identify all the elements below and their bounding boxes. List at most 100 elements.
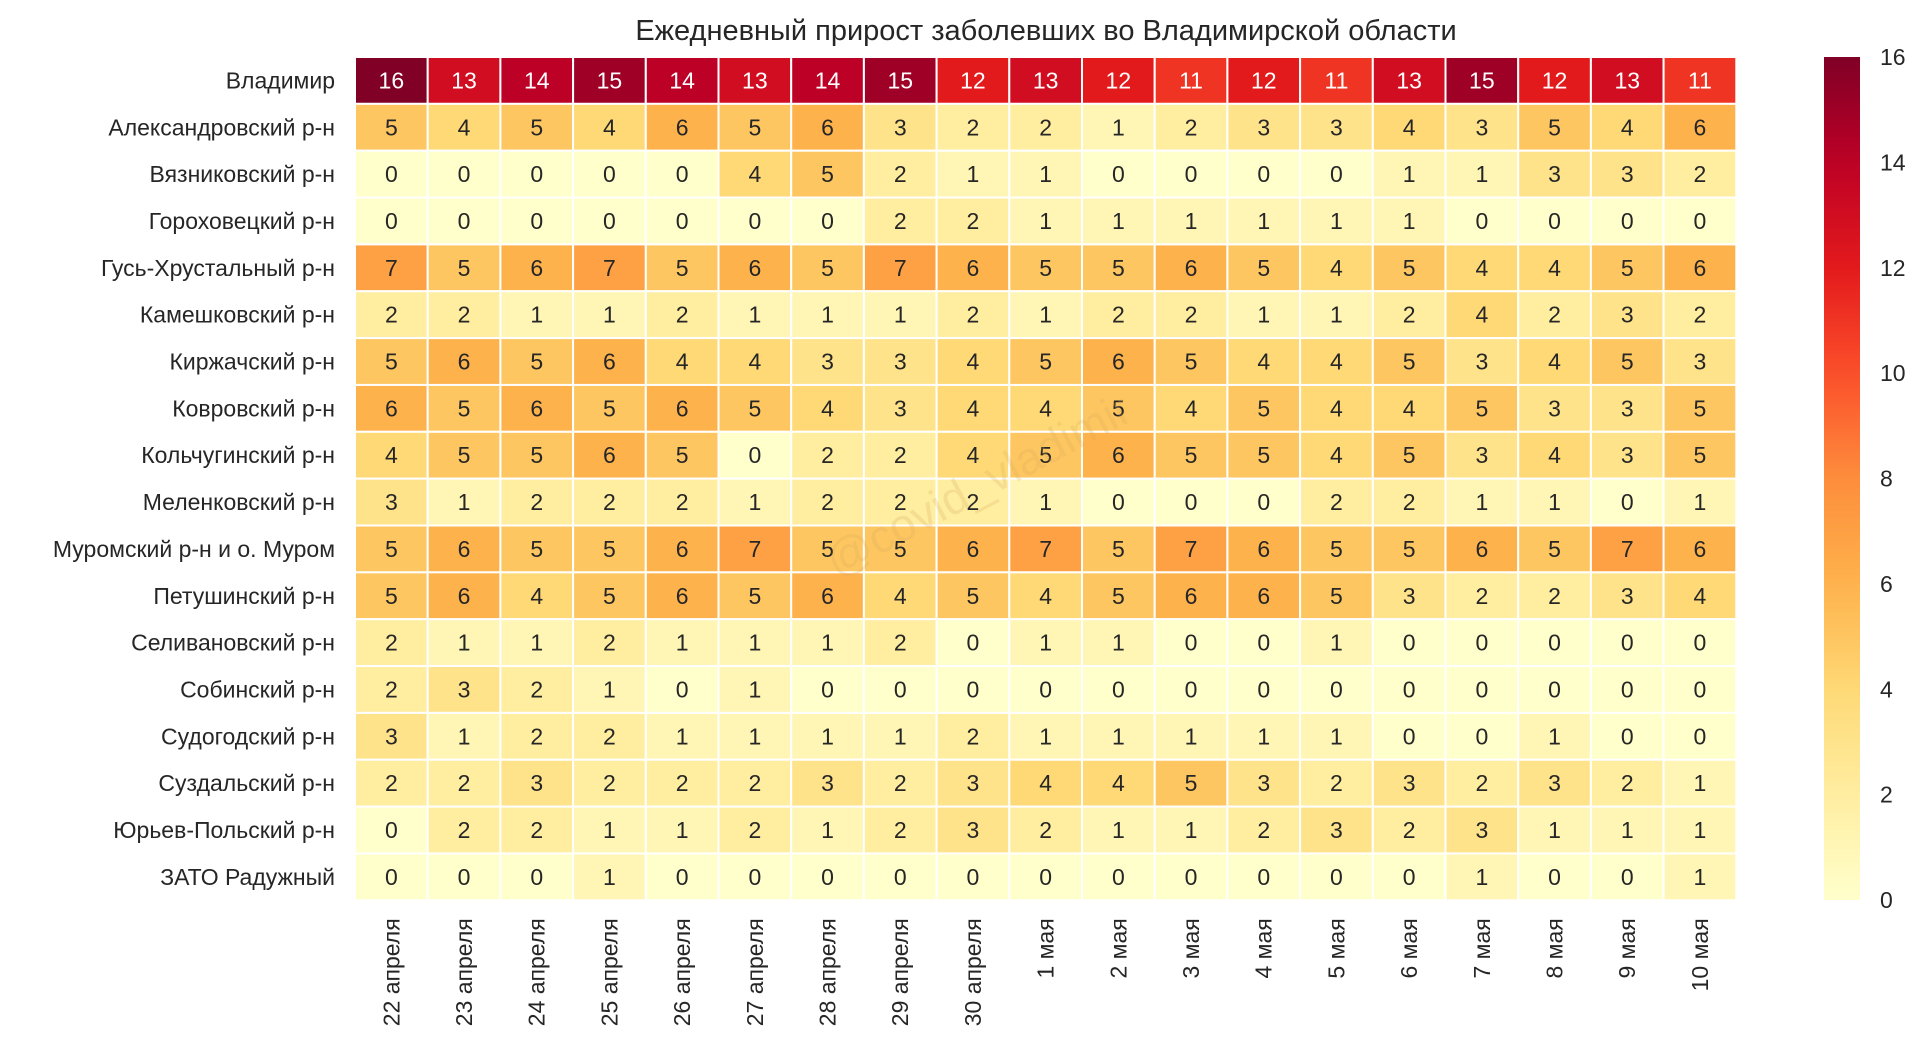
cell-value-label: 1 bbox=[821, 630, 834, 656]
cell-value-label: 1 bbox=[458, 723, 471, 749]
heatmap-cell bbox=[354, 524, 429, 574]
heatmap-cell bbox=[1662, 243, 1738, 293]
cell-value-label: 3 bbox=[1621, 161, 1634, 187]
heatmap-cell bbox=[1226, 290, 1302, 340]
cell-value-label: 6 bbox=[676, 114, 689, 140]
cell-value-label: 4 bbox=[676, 349, 689, 375]
heatmap-cell bbox=[1153, 196, 1229, 246]
heatmap-cell bbox=[1153, 149, 1229, 199]
cell-value-label: 0 bbox=[967, 864, 980, 890]
cell-value-label: 6 bbox=[676, 583, 689, 609]
heatmap-cell bbox=[1371, 290, 1447, 340]
cell-value-label: 5 bbox=[1257, 255, 1270, 281]
cell-value-label: 1 bbox=[1185, 723, 1198, 749]
cell-value-label: 2 bbox=[530, 817, 543, 843]
heatmap-cell bbox=[426, 805, 502, 855]
cell-value-label: 3 bbox=[894, 349, 907, 375]
cell-value-label: 0 bbox=[748, 864, 761, 890]
cell-value-label: 2 bbox=[894, 489, 907, 515]
column-label: 22 апреля bbox=[378, 918, 404, 1026]
cell-value-label: 5 bbox=[1257, 442, 1270, 468]
cell-value-label: 7 bbox=[748, 536, 761, 562]
cell-value-label: 2 bbox=[894, 442, 907, 468]
cell-value-label: 6 bbox=[458, 536, 471, 562]
cell-value-label: 4 bbox=[894, 583, 907, 609]
cell-value-label: 2 bbox=[748, 770, 761, 796]
cell-value-label: 2 bbox=[676, 489, 689, 515]
heatmap-cell bbox=[1371, 852, 1447, 902]
heatmap-cell bbox=[1517, 430, 1592, 480]
heatmap-cell bbox=[1662, 758, 1738, 808]
cell-value-label: 6 bbox=[1694, 114, 1707, 140]
cell-value-label: 0 bbox=[1403, 864, 1416, 890]
heatmap-cell bbox=[1444, 805, 1520, 855]
cell-value-label: 2 bbox=[458, 302, 471, 328]
cell-value-label: 2 bbox=[894, 161, 907, 187]
column-label: 10 мая bbox=[1687, 918, 1713, 991]
cell-value-label: 1 bbox=[1257, 723, 1270, 749]
cell-value-label: 1 bbox=[1112, 114, 1125, 140]
cell-value-label: 0 bbox=[603, 161, 616, 187]
cell-value-label: 2 bbox=[894, 630, 907, 656]
cell-value-label: 0 bbox=[603, 208, 616, 234]
cell-value-label: 2 bbox=[1039, 817, 1052, 843]
heatmap-cell bbox=[1226, 243, 1302, 293]
column-labels: 22 апреля 23 апреля 24 апреля 25 апреля 26 а… bbox=[378, 918, 1713, 1026]
heatmap-cell bbox=[790, 852, 865, 902]
cell-value-label: 0 bbox=[385, 817, 398, 843]
cell-value-label: 6 bbox=[530, 395, 543, 421]
column-label: 4 мая bbox=[1251, 918, 1277, 978]
cell-value-label: 4 bbox=[1475, 255, 1488, 281]
cell-value-label: 5 bbox=[821, 161, 834, 187]
cell-value-label: 2 bbox=[603, 489, 616, 515]
cell-value-label: 4 bbox=[1185, 395, 1198, 421]
cell-value-label: 1 bbox=[1475, 161, 1488, 187]
cell-value-label: 1 bbox=[1403, 208, 1416, 234]
heatmap-cell bbox=[499, 243, 575, 293]
cell-value-label: 0 bbox=[1185, 489, 1198, 515]
cell-value-label: 11 bbox=[1325, 67, 1349, 93]
cell-value-label: 5 bbox=[1112, 583, 1125, 609]
heatmap-cell bbox=[644, 852, 720, 902]
heatmap-cell bbox=[1444, 711, 1520, 761]
heatmap-cell bbox=[717, 571, 793, 621]
cell-value-label: 0 bbox=[676, 864, 689, 890]
cell-value-label: 1 bbox=[1185, 817, 1198, 843]
heatmap-cell bbox=[426, 430, 502, 480]
heatmap-cell bbox=[1226, 665, 1302, 714]
cell-value-label: 4 bbox=[821, 395, 834, 421]
heatmap-cell bbox=[1662, 383, 1738, 433]
row-label: Собинский р-н bbox=[180, 676, 335, 702]
heatmap-cell bbox=[1517, 56, 1592, 105]
cell-value-label: 4 bbox=[1403, 395, 1416, 421]
cell-value-label: 2 bbox=[1039, 114, 1052, 140]
heatmap-cell bbox=[1589, 102, 1665, 152]
cell-value-label: 1 bbox=[1185, 208, 1198, 234]
heatmap-cell bbox=[1662, 56, 1738, 105]
column-label: 29 апреля bbox=[887, 918, 913, 1026]
cell-value-label: 3 bbox=[967, 817, 980, 843]
heatmap-cell bbox=[1444, 196, 1520, 246]
cell-value-label: 2 bbox=[385, 630, 398, 656]
heatmap-cell bbox=[426, 102, 502, 152]
heatmap-cell bbox=[1299, 618, 1374, 668]
cell-value-label: 0 bbox=[1621, 630, 1634, 656]
cell-value-label: 6 bbox=[530, 255, 543, 281]
cell-value-label: 4 bbox=[1330, 442, 1343, 468]
cell-value-label: 0 bbox=[894, 676, 907, 702]
colorbar-ticks: 0 2 4 6 8 10 12 14 16 bbox=[1880, 44, 1906, 913]
cell-value-label: 0 bbox=[1548, 676, 1561, 702]
heatmap-cell bbox=[1517, 290, 1592, 340]
heatmap-cell bbox=[426, 852, 502, 902]
heatmap-cell bbox=[426, 758, 502, 808]
cell-value-label: 4 bbox=[1039, 395, 1052, 421]
heatmap-cell bbox=[1662, 805, 1738, 855]
cell-value-label: 3 bbox=[1475, 817, 1488, 843]
column-label: 9 мая bbox=[1614, 918, 1640, 978]
cell-value-label: 0 bbox=[385, 864, 398, 890]
cell-value-label: 2 bbox=[603, 770, 616, 796]
cell-value-label: 0 bbox=[1257, 489, 1270, 515]
heatmap-cell bbox=[1299, 56, 1374, 105]
cell-value-label: 5 bbox=[530, 442, 543, 468]
cell-value-label: 2 bbox=[603, 630, 616, 656]
